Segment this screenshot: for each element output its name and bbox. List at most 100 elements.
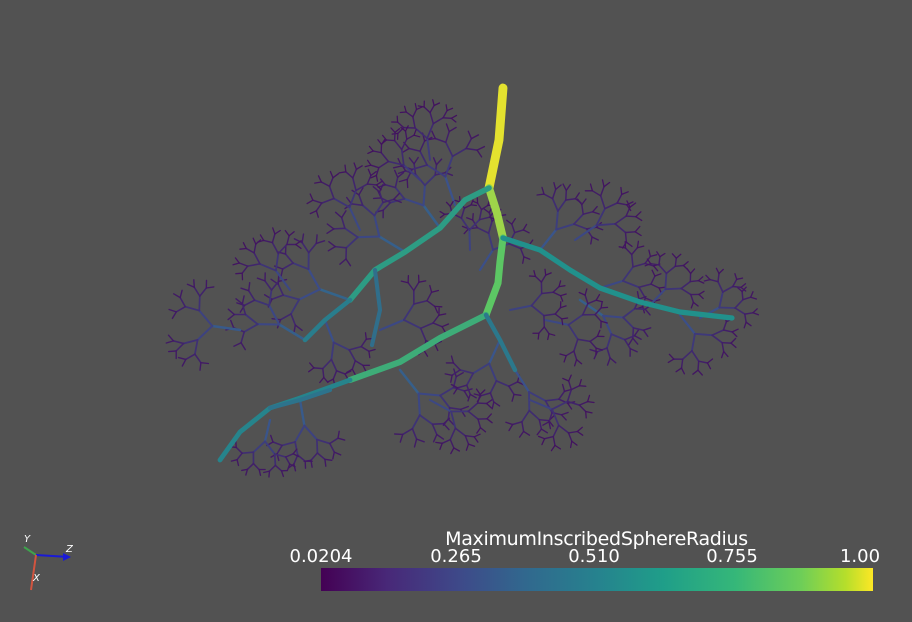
branch-vessel [174, 294, 181, 298]
branch-vessel [691, 295, 694, 303]
branch-vessel [464, 205, 471, 208]
branch-vessel [400, 434, 402, 442]
branch-vessel [507, 220, 512, 224]
scalar-bar-colormap [321, 568, 873, 591]
branch-vessel [345, 165, 346, 172]
branch-vessel [571, 386, 579, 390]
branch-vessel [352, 204, 363, 205]
branch-vessel [404, 320, 421, 328]
branch-vessel [530, 400, 552, 409]
branch-vessel [443, 118, 451, 119]
branch-vessel [522, 411, 529, 422]
branch-vessel [622, 192, 629, 195]
branch-vessel [201, 363, 209, 364]
branch-vessel [314, 368, 323, 369]
branch-vessel [249, 291, 255, 301]
branch-vessel [455, 428, 465, 436]
branch-vessel [596, 300, 602, 302]
branch-vessel [259, 470, 260, 476]
branch-vessel [733, 287, 741, 288]
branch-vessel [166, 341, 173, 343]
branch-vessel [200, 288, 207, 296]
branch-vessel [408, 283, 414, 291]
branch-vessel [675, 258, 676, 266]
branch-vessel [349, 347, 361, 350]
branch-vessel [732, 329, 738, 332]
branch-vessel [356, 166, 362, 170]
branch-vessel [633, 264, 645, 267]
branch-vessel [452, 356, 454, 363]
branch-vessel [480, 217, 490, 220]
branch-vessel [623, 267, 633, 281]
branch-vessel [523, 257, 524, 263]
branch-vessel [743, 297, 751, 300]
branch-vessel [333, 371, 336, 379]
branch-vessel [430, 286, 432, 293]
branch-vessel [623, 318, 633, 328]
branch-vessel [638, 292, 639, 299]
branch-vessel [317, 440, 318, 453]
branch-vessel [278, 284, 283, 295]
branch-vessel [724, 330, 733, 332]
branch-vessel [471, 135, 478, 139]
branch-vessel [477, 389, 481, 394]
branch-vessel [425, 175, 435, 185]
branch-vessel [575, 360, 577, 366]
branch-vessel [632, 248, 638, 255]
branch-vessel [588, 300, 596, 303]
branch-vessel [719, 308, 735, 309]
branch-vessel [731, 339, 736, 344]
branch-vessel [395, 170, 398, 177]
branch-vessel [645, 298, 653, 301]
branch-vessel [574, 351, 577, 360]
branch-vessel [588, 395, 590, 401]
branch-vessel [582, 205, 583, 215]
branch-vessel [350, 207, 360, 230]
branch-vessel [562, 318, 568, 319]
branch-vessel [575, 193, 579, 199]
branch-vessel [523, 224, 526, 230]
branch-vessel [722, 343, 724, 352]
branch-vessel [439, 314, 446, 315]
branch-vessel [601, 187, 604, 196]
branch-vessel [615, 224, 625, 233]
branch-vessel [286, 454, 294, 457]
branch-vessel [371, 172, 376, 176]
branch-vessel [286, 457, 290, 464]
branch-vessel [176, 344, 183, 351]
branch-vessel [477, 428, 481, 433]
branch-vessel [331, 360, 336, 371]
branch-vessel [385, 185, 395, 188]
branch-vessel [433, 100, 434, 106]
branch-vessel [275, 454, 276, 465]
branch-vessel [645, 309, 650, 315]
branch-vessel [735, 300, 743, 308]
branch-vessel [465, 436, 474, 437]
branch-vessel [443, 419, 448, 425]
branch-vessel [659, 265, 667, 274]
branch-vessel [282, 471, 284, 477]
major-vessel [305, 300, 350, 340]
branch-vessel [400, 370, 419, 394]
branch-vessel [684, 262, 689, 266]
branch-vessel [179, 358, 186, 360]
branch-vessel [417, 439, 425, 442]
branch-vessel [241, 288, 249, 291]
branch-vessel [469, 444, 475, 446]
branch-vessel [395, 177, 397, 187]
branch-vessel [246, 249, 254, 253]
branch-vessel [440, 212, 445, 215]
branch-vessel [269, 471, 270, 477]
branch-vessel [395, 141, 402, 150]
branch-vessel [342, 211, 346, 218]
branch-vessel [466, 149, 477, 151]
branch-vessel [615, 216, 626, 224]
branch-vessel [366, 333, 367, 339]
branch-vessel [445, 177, 455, 205]
branch-vessel [487, 400, 492, 404]
branch-vessel [421, 323, 433, 328]
branch-vessel [571, 441, 572, 447]
branch-vessel [421, 328, 426, 340]
branch-vessel [693, 302, 698, 306]
